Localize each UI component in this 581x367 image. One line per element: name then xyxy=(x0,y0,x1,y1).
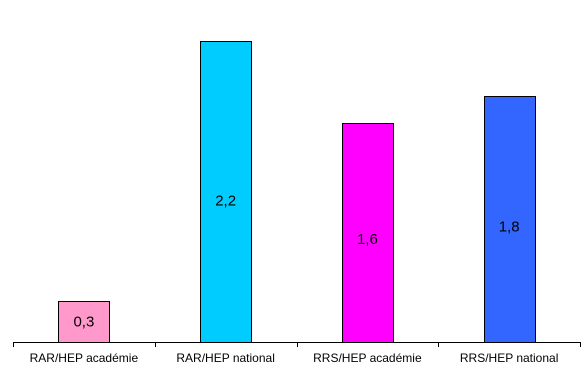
x-axis-labels: RAR/HEP académie RAR/HEP national RRS/HEP … xyxy=(30,351,559,365)
data-label: 2,2 xyxy=(215,193,236,210)
bars xyxy=(58,41,536,343)
data-labels: 0,3 2,2 1,6 1,8 xyxy=(73,193,519,331)
x-tick-label: RAR/HEP national xyxy=(176,351,275,365)
bar xyxy=(342,123,394,343)
x-tick-label: RRS/HEP national xyxy=(460,351,559,365)
x-tick-label: RRS/HEP académie xyxy=(313,351,422,365)
data-label: 1,8 xyxy=(499,218,520,235)
bar xyxy=(200,41,252,343)
data-label: 1,6 xyxy=(357,231,378,248)
bar xyxy=(484,96,536,343)
bar xyxy=(58,301,110,343)
x-tick-label: RAR/HEP académie xyxy=(30,351,139,365)
data-label: 0,3 xyxy=(73,313,94,330)
